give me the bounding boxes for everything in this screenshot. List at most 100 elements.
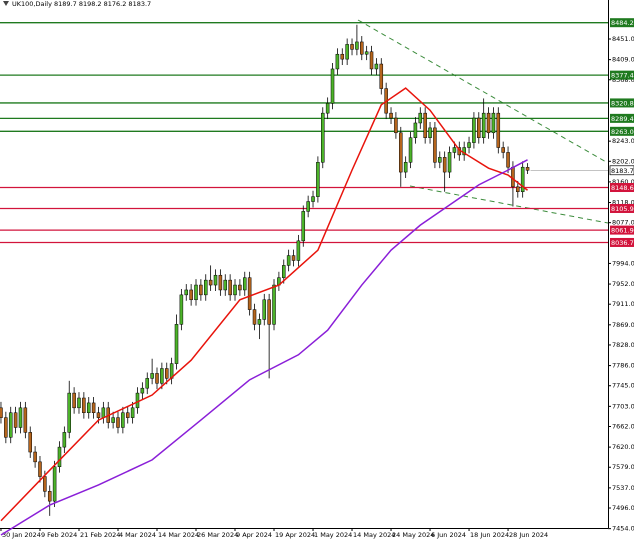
- y-tick-label: 8409.0: [612, 56, 634, 64]
- y-tick-label: 7952.0: [612, 280, 634, 288]
- candle-body: [228, 279, 232, 296]
- y-tick-label: 7537.0: [612, 484, 634, 492]
- candle-body: [33, 451, 37, 463]
- candle-body: [403, 162, 408, 173]
- y-tick-label: 8118.0: [612, 199, 634, 207]
- candle-body: [164, 368, 169, 379]
- candle-body: [13, 412, 18, 428]
- x-tick-label: 9 Apr 2024: [236, 531, 272, 539]
- candle-body: [506, 152, 510, 168]
- candle-body: [189, 289, 193, 301]
- level-label: 8036.7: [611, 239, 634, 247]
- x-tick-label: 21 Feb 2024: [80, 531, 120, 539]
- current-price-label: 8183.7: [611, 167, 634, 175]
- level-label: 8377.4: [611, 72, 634, 80]
- level-label-box: [610, 237, 634, 247]
- x-tick-label: 14 May 2024: [353, 531, 395, 539]
- candle-body: [374, 63, 379, 70]
- level-label-box: [610, 126, 634, 136]
- candle-body: [155, 373, 159, 384]
- candle-body: [369, 51, 374, 70]
- candle-body: [23, 407, 28, 433]
- y-tick-label: 7828.0: [612, 341, 634, 349]
- candle-body: [345, 44, 349, 60]
- candle-body: [296, 240, 301, 261]
- level-label-box: [610, 183, 634, 193]
- x-tick-label: 28 Jun 2024: [509, 531, 548, 539]
- trendline: [409, 185, 609, 224]
- candle-body: [199, 284, 203, 296]
- x-tick-label: 26 Mar 2024: [197, 531, 238, 539]
- candle-body: [43, 476, 47, 492]
- candle-body: [428, 127, 432, 138]
- level-label: 8061.9: [611, 227, 634, 235]
- x-tick-label: 14 Mar 2024: [158, 531, 199, 539]
- candle-body: [238, 284, 242, 291]
- chart-title: UK100,Daily 8189.7 8198.2 8176.2 8183.7: [12, 0, 151, 8]
- candle-body: [111, 417, 115, 423]
- candle-body: [8, 412, 13, 438]
- candle-body: [101, 407, 106, 418]
- candle-body: [28, 432, 32, 453]
- y-tick-label: 7994.0: [612, 259, 634, 267]
- candle-body: [291, 255, 296, 261]
- candle-body: [311, 196, 315, 202]
- candle-body: [306, 201, 310, 212]
- candle-body: [86, 402, 91, 413]
- level-label: 8289.4: [611, 115, 634, 123]
- level-label-box: [610, 70, 634, 80]
- candle-body: [150, 373, 154, 379]
- y-tick-label: 8368.0: [612, 76, 634, 84]
- candle-body: [140, 387, 145, 394]
- level-label-box: [610, 225, 634, 235]
- candle-body: [516, 186, 520, 192]
- candle-body: [174, 324, 179, 364]
- candle-body: [4, 417, 8, 438]
- candle-body: [203, 279, 208, 296]
- candle-body: [520, 166, 525, 192]
- candle-body: [77, 397, 81, 409]
- x-tick-label: 9 Feb 2024: [41, 531, 77, 539]
- level-label: 8105.9: [611, 205, 634, 213]
- candle-body: [325, 103, 330, 114]
- x-tick-label: 19 Apr 2024: [275, 531, 315, 539]
- candle-body: [160, 368, 164, 384]
- candle-body: [501, 147, 505, 153]
- candle-body: [67, 392, 71, 433]
- candle-body: [72, 392, 76, 409]
- candle-body: [496, 112, 501, 148]
- candle-body: [121, 412, 125, 428]
- level-label-box: [610, 113, 634, 123]
- candle-body: [394, 117, 398, 134]
- candle-body: [525, 167, 530, 171]
- y-tick-label: 7911.0: [612, 300, 634, 308]
- y-tick-label: 7786.0: [612, 362, 634, 370]
- candle-body: [301, 211, 306, 242]
- y-tick-label: 7745.0: [612, 382, 634, 390]
- level-label-box: [610, 18, 634, 28]
- candle-body: [247, 277, 252, 310]
- candle-body: [364, 51, 369, 55]
- y-tick-label: 7496.0: [612, 504, 634, 512]
- y-tick-label: 8202.0: [612, 157, 634, 165]
- candle-body: [389, 112, 393, 119]
- candle-body: [408, 137, 413, 163]
- x-tick-label: 1 May 2024: [314, 531, 352, 539]
- y-tick-label: 7662.0: [612, 422, 634, 430]
- candle-body: [350, 44, 354, 50]
- x-tick-label: 30 Jan 2024: [2, 531, 41, 539]
- level-label: 8263.0: [611, 128, 634, 136]
- level-label: 8484.2: [611, 19, 634, 27]
- candle-body: [360, 41, 364, 55]
- candle-body: [472, 117, 476, 143]
- candle-body: [379, 63, 384, 89]
- current-price-box: [609, 165, 634, 176]
- candle-body: [467, 142, 471, 148]
- candle-body: [267, 299, 271, 325]
- candle-body: [335, 53, 340, 70]
- candle-body: [433, 127, 437, 163]
- candle-body: [116, 417, 120, 428]
- candle-body: [340, 53, 345, 60]
- level-label: 8148.6: [611, 184, 634, 192]
